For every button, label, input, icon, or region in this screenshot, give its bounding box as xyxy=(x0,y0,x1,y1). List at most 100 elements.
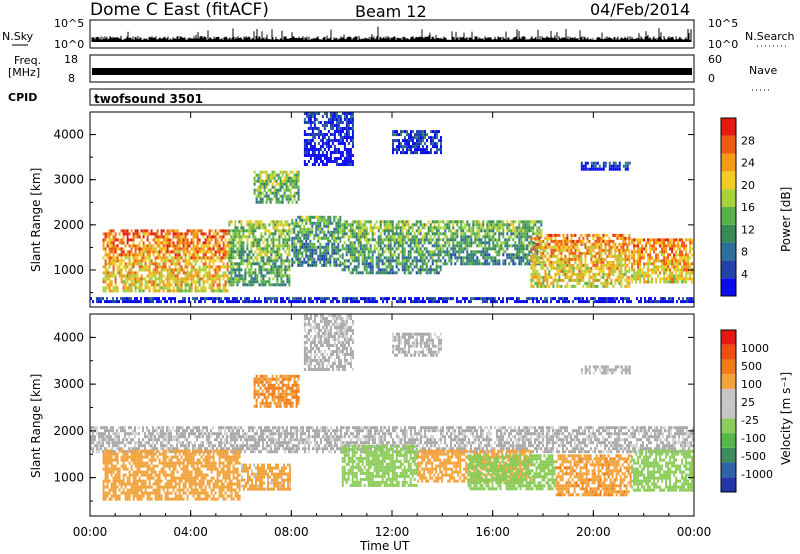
station-title: Dome C East (fitACF) xyxy=(90,0,269,20)
x-axis-label: Time UT xyxy=(359,539,410,553)
noise-right-tick-bottom: 10^0 xyxy=(708,38,738,51)
freq-label-1: Freq. xyxy=(14,54,41,67)
echo-band-0 xyxy=(90,426,694,454)
echo-band-11 xyxy=(580,365,631,375)
echo-band-10 xyxy=(580,161,631,171)
velocity-ylabel: Slant Range [km] xyxy=(29,374,43,478)
y-tick-label: 3000 xyxy=(53,377,84,391)
colorbar-swatch xyxy=(721,118,736,136)
colorbar-swatch xyxy=(721,278,736,296)
noise-panel xyxy=(89,19,695,49)
colorbar-swatch xyxy=(721,418,736,434)
cpid-value: twofsound 3501 xyxy=(94,92,203,106)
power-data xyxy=(90,112,694,304)
y-tick-label: 2000 xyxy=(53,424,84,438)
echo-band-3 xyxy=(341,220,442,275)
echo-band-11 xyxy=(90,297,694,304)
echo-band-7 xyxy=(631,449,694,492)
y-tick-label: 1000 xyxy=(53,263,84,277)
colorbar-swatch xyxy=(721,477,736,492)
colorbar-frame xyxy=(720,117,737,297)
x-tick-label: 20:00 xyxy=(576,525,611,539)
freq-tick-bottom: 8 xyxy=(68,72,75,85)
colorbar-tick-label: 28 xyxy=(741,134,755,147)
power-y-axis: 4000 3000 2000 1000 xyxy=(53,128,694,294)
colorbar-swatch xyxy=(721,403,736,419)
velocity-colorbar: 1000 500 100 25 -25 -100 -500 -1000 xyxy=(720,329,773,493)
colorbar-tick-label: 12 xyxy=(741,223,755,236)
echo-band-5 xyxy=(467,454,556,491)
echo-band-8 xyxy=(303,112,354,166)
date-title: 04/Feb/2014 xyxy=(590,0,690,19)
echo-band-9 xyxy=(392,130,442,155)
echo-band-10 xyxy=(392,332,442,357)
power-ylabel: Slant Range [km] xyxy=(29,168,43,272)
colorbar-tick-label: 16 xyxy=(741,201,755,214)
echo-band-6 xyxy=(631,238,694,284)
colorbar-tick-label: 100 xyxy=(741,378,762,391)
echo-band-6 xyxy=(555,454,632,497)
colorbar-swatch xyxy=(721,153,736,172)
colorbar-swatch xyxy=(721,344,736,360)
velocity-y-axis: 4000 3000 2000 1000 xyxy=(53,330,694,502)
echo-band-7 xyxy=(253,170,300,204)
freq-trace xyxy=(92,68,692,75)
noise-right-label: N.Search xyxy=(745,30,795,43)
velocity-colorbar-label: Velocity [m s⁻¹] xyxy=(779,372,793,465)
echo-band-5 xyxy=(530,233,631,288)
colorbar-tick-label: 20 xyxy=(741,179,755,192)
colorbar-tick-label: 8 xyxy=(741,246,748,259)
freq-panel xyxy=(89,54,695,83)
colorbar-tick-label: -25 xyxy=(741,414,759,427)
echo-band-9 xyxy=(303,314,354,371)
colorbar-tick-label: 500 xyxy=(741,360,762,373)
time-x-axis: 00:00 04:00 08:00 12:00 16:00 20:00 00:00 xyxy=(73,112,712,539)
colorbar-swatch xyxy=(721,433,736,448)
velocity-data xyxy=(90,314,694,501)
y-tick-label: 2000 xyxy=(53,218,84,232)
colorbar-swatch xyxy=(721,447,736,463)
nave-tick-bottom: 0 xyxy=(708,72,715,85)
y-tick-label: 1000 xyxy=(53,471,84,485)
colorbar-tick-label: -500 xyxy=(741,450,766,463)
colorbar-swatch xyxy=(721,374,736,389)
x-tick-label: 08:00 xyxy=(274,525,309,539)
colorbar-swatch xyxy=(721,171,736,190)
colorbar-tick-label: -100 xyxy=(741,432,766,445)
noise-trace xyxy=(91,26,692,42)
echo-band-2 xyxy=(291,215,342,267)
cpid-panel xyxy=(89,88,695,106)
x-tick-label: 00:00 xyxy=(677,525,712,539)
colorbar-swatch xyxy=(721,135,736,154)
noise-right-tick-top: 10^5 xyxy=(708,17,738,30)
echo-band-1 xyxy=(228,220,291,287)
x-tick-label: 12:00 xyxy=(375,525,410,539)
echo-band-0 xyxy=(102,229,229,293)
freq-tick-top: 18 xyxy=(64,53,78,66)
colorbar-swatch xyxy=(721,462,736,478)
y-tick-label: 4000 xyxy=(53,128,84,142)
echo-band-8 xyxy=(253,374,300,408)
x-tick-label: 00:00 xyxy=(73,525,108,539)
cpid-label: CPID xyxy=(8,91,37,104)
colorbar-swatch xyxy=(721,189,736,207)
power-colorbar-label: Power [dB] xyxy=(779,187,793,252)
y-tick-label: 3000 xyxy=(53,173,84,187)
colorbar-tick-label: 4 xyxy=(741,268,748,281)
colorbar-swatch xyxy=(721,242,736,261)
x-tick-label: 04:00 xyxy=(173,525,208,539)
colorbar-swatch xyxy=(721,388,736,404)
nave-label: Nave xyxy=(749,64,777,77)
noise-left-tick-bottom: 10^0 xyxy=(54,38,84,51)
beam-title: Beam 12 xyxy=(355,2,427,21)
colorbar-tick-label: 24 xyxy=(741,157,755,170)
power-colorbar: 28 24 20 16 12 8 4 xyxy=(720,117,755,297)
y-tick-label: 4000 xyxy=(53,330,84,344)
colorbar-swatch xyxy=(721,260,736,279)
echo-band-2 xyxy=(241,463,291,491)
x-tick-label: 16:00 xyxy=(475,525,510,539)
noise-left-tick-top: 10^5 xyxy=(54,17,84,30)
noise-line xyxy=(91,26,692,42)
colorbar-swatch xyxy=(721,207,736,225)
